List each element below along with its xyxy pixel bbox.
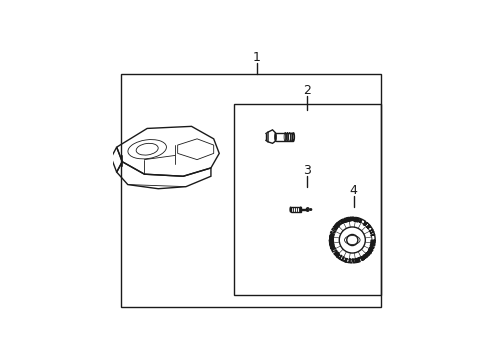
Text: 4: 4 [350, 184, 358, 197]
Text: 1: 1 [253, 50, 261, 64]
Bar [235, 104, 381, 296]
Bar [121, 74, 381, 307]
Text: 2: 2 [303, 84, 311, 97]
Text: 3: 3 [303, 164, 311, 177]
